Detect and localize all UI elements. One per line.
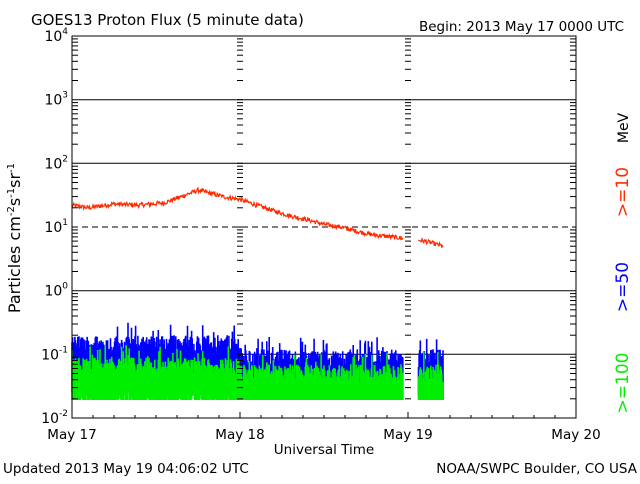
y-tick-label: 103 xyxy=(44,91,68,109)
x-tick-label: May 17 xyxy=(47,427,96,443)
x-axis-label: Universal Time xyxy=(274,442,374,458)
series-group xyxy=(71,186,444,400)
y-tick-label: 104 xyxy=(44,27,68,45)
grid-lines xyxy=(72,99,576,355)
y-tick-label: 10-2 xyxy=(41,409,68,427)
legend-ge100: >=100 xyxy=(613,353,633,414)
x-tick-label: May 18 xyxy=(215,427,264,443)
y-tick-label: 100 xyxy=(44,282,68,300)
x-tick-label: May 19 xyxy=(383,427,432,443)
y-axis-ticks: 104 103 102 101 100 10-1 10-2 xyxy=(41,27,576,427)
series-ge10-line xyxy=(71,186,404,241)
begin-label: Begin: 2013 May 17 0000 UTC xyxy=(419,19,624,35)
legend-ge50: >=50 xyxy=(613,262,633,312)
y-tick-label: 102 xyxy=(44,154,68,172)
x-axis-ticks: May 17 May 18 May 19 May 20 xyxy=(47,38,601,443)
y-tick-label: 101 xyxy=(44,218,68,236)
updated-label: Updated 2013 May 19 04:06:02 UTC xyxy=(3,461,249,477)
x-tick-label: May 20 xyxy=(551,427,600,443)
legend-ge10: >=10 xyxy=(613,167,633,217)
y-tick-label: 10-1 xyxy=(41,345,68,363)
mev-label: MeV xyxy=(616,112,632,143)
y-axis-label: Particles cm-2s-1sr-1 xyxy=(5,163,24,313)
series-ge10-line xyxy=(418,237,444,249)
chart-title: GOES13 Proton Flux (5 minute data) xyxy=(31,11,304,29)
credit-label: NOAA/SWPC Boulder, CO USA xyxy=(436,461,638,477)
